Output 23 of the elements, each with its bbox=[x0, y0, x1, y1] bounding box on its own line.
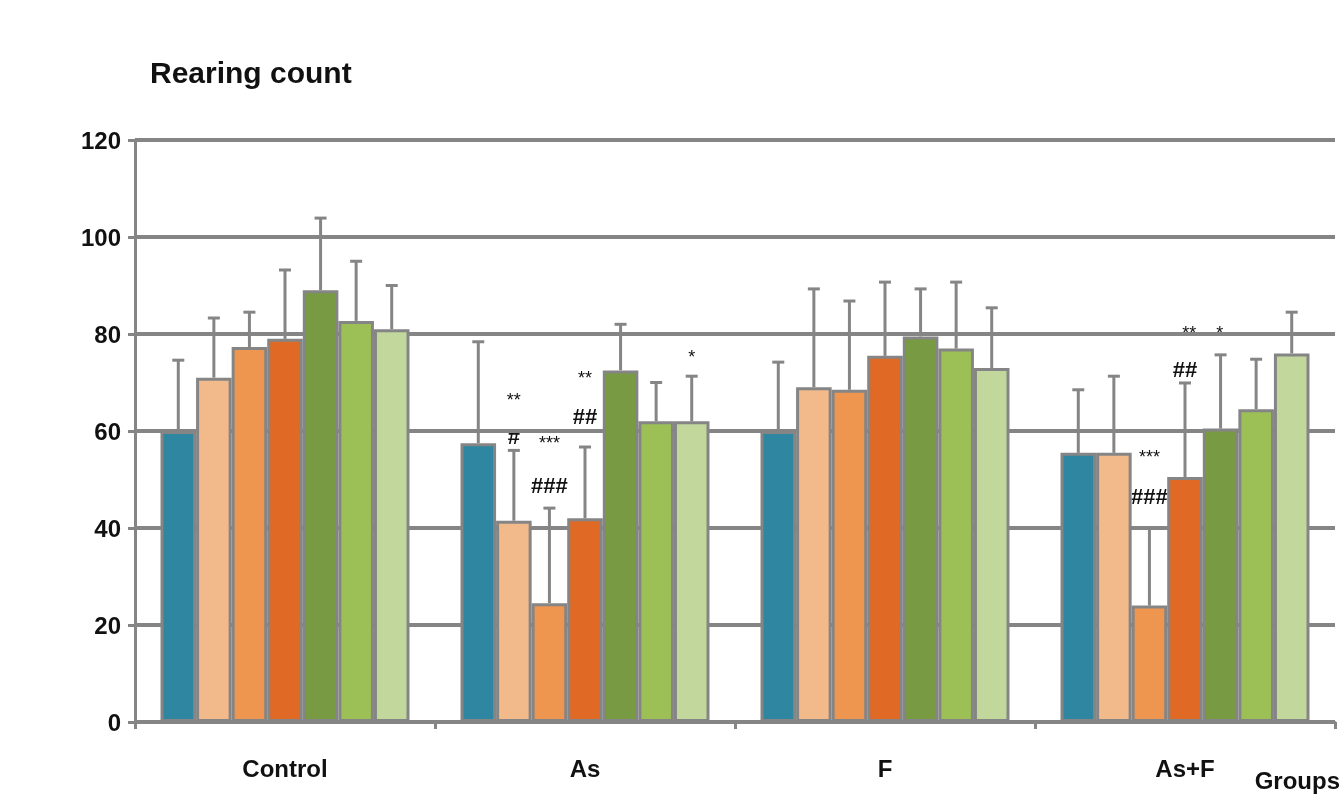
y-tick-label: 20 bbox=[94, 611, 121, 639]
y-tick-label: 120 bbox=[80, 126, 121, 154]
annotation: ** * bbox=[1182, 323, 1224, 344]
annotation: * bbox=[688, 346, 696, 367]
annotation: ### bbox=[531, 473, 568, 499]
chart-title: Rearing count bbox=[150, 55, 352, 89]
x-tick-label: F bbox=[877, 754, 893, 782]
y-tick-label: 60 bbox=[94, 417, 121, 445]
annotation: ### bbox=[1131, 484, 1168, 510]
annotation: ** bbox=[506, 389, 521, 410]
y-tick-label: 80 bbox=[94, 320, 121, 348]
y-tick-label: 0 bbox=[107, 708, 121, 736]
y-tick-label: 100 bbox=[80, 223, 121, 251]
annotation: ## bbox=[572, 403, 598, 429]
x-tick-label: As+F bbox=[1155, 754, 1215, 782]
annotation: *** bbox=[538, 433, 560, 454]
x-tick-label: As bbox=[569, 754, 601, 782]
y-tick-label: 40 bbox=[94, 514, 121, 542]
annotation: ## bbox=[1172, 357, 1198, 383]
x-axis-title: Groups bbox=[1254, 766, 1341, 794]
annotation: *** bbox=[1138, 447, 1160, 468]
x-tick-label: Control bbox=[242, 754, 328, 782]
annotation: ** bbox=[577, 367, 593, 388]
